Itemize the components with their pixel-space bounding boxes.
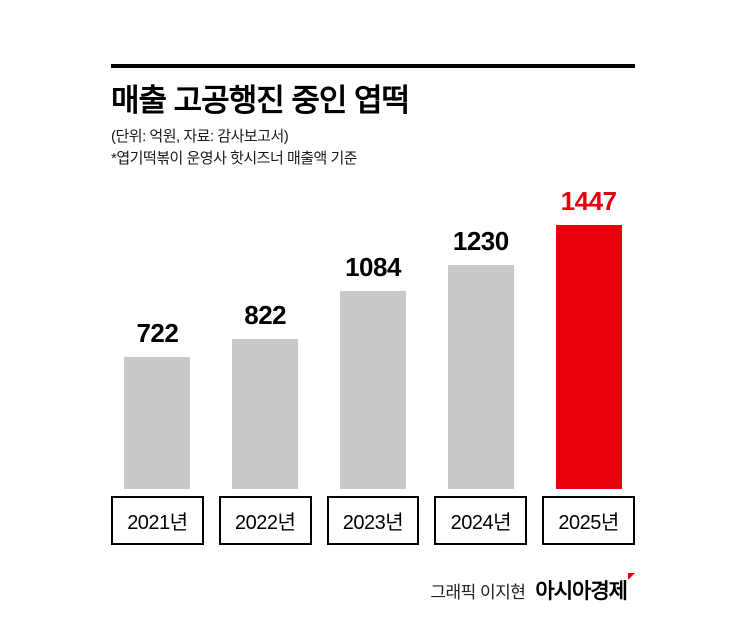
bar-2023	[339, 290, 406, 489]
bar-2021	[124, 356, 191, 489]
bar-2025	[555, 224, 622, 489]
bar-value-label: 1230	[452, 225, 509, 256]
x-axis-label-2023: 2023년	[326, 495, 420, 545]
bar-column-2023: 1084 2023년	[326, 251, 420, 545]
x-axis-label-2022: 2022년	[218, 495, 312, 545]
bar-value-label: 1084	[345, 251, 401, 282]
chart-subtitle-note: *엽기떡볶이 운영사 핫시즈너 매출액 기준	[111, 149, 358, 167]
credit-text: 그래픽 이지현	[430, 582, 526, 602]
bar-column-2022: 822 2022년	[218, 299, 312, 545]
chart-title: 매출 고공행진 중인 엽떡	[111, 83, 410, 118]
bar-2022	[232, 338, 299, 489]
top-rule	[111, 64, 635, 68]
bar-column-2021: 722 2021년	[111, 318, 204, 545]
brand-logo: 아시아경제	[535, 579, 628, 603]
x-axis-label-2021: 2021년	[111, 495, 204, 545]
bar-value-label: 822	[244, 299, 287, 330]
footer: 그래픽 이지현 아시아경제	[111, 572, 635, 605]
infographic-content: 매출 고공행진 중인 엽떡 (단위: 억원, 자료: 감사보고서) *엽기떡볶이…	[111, 64, 635, 605]
bar-chart: 722 2021년 822 2022년 1084 2023년 1230 2024…	[111, 186, 635, 545]
bar-column-2025: 1447 2025년	[542, 186, 635, 545]
bar-value-label: 1447	[560, 185, 617, 216]
bar-2024	[447, 264, 514, 489]
bar-column-2024: 1230 2024년	[434, 225, 528, 545]
x-axis-label-2024: 2024년	[434, 495, 528, 545]
chart-subtitle-unit: (단위: 억원, 자료: 감사보고서)	[111, 128, 289, 146]
brand-mark-icon	[628, 572, 635, 580]
bar-value-label: 722	[136, 317, 179, 348]
x-axis-label-2025: 2025년	[542, 495, 635, 545]
